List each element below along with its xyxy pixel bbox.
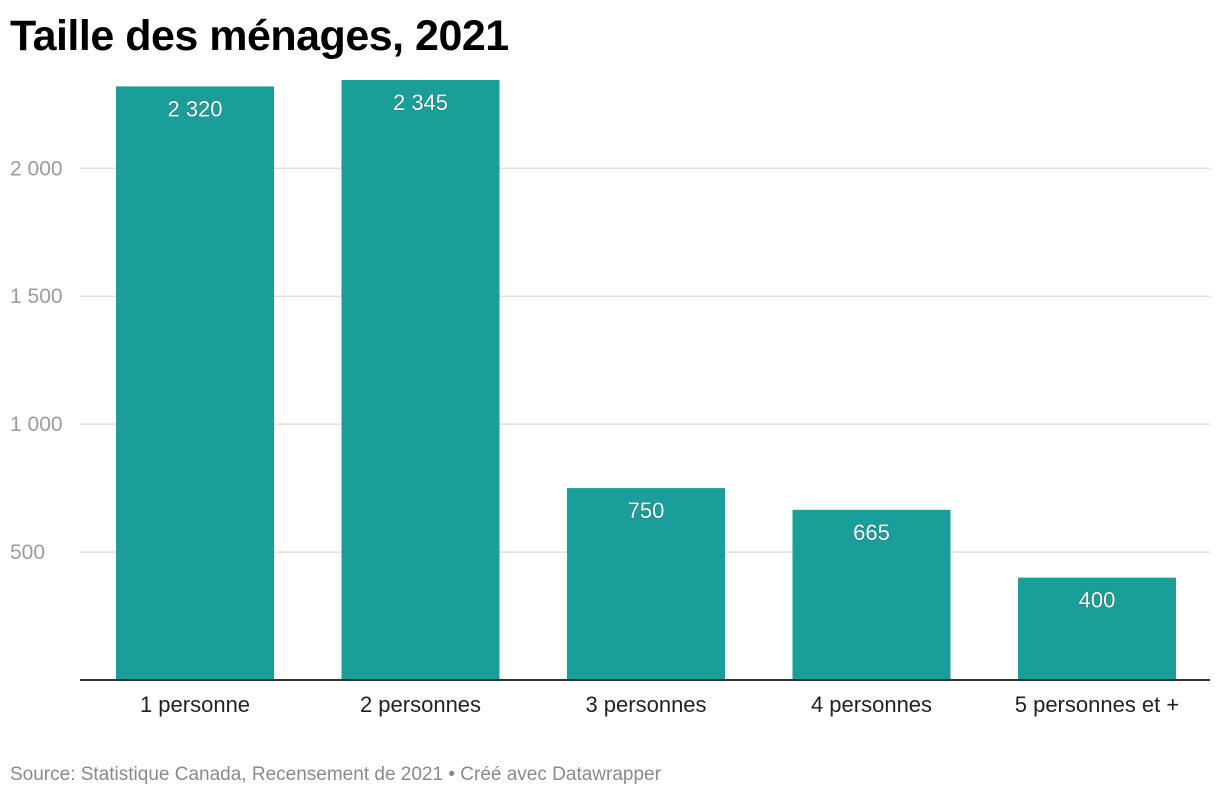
value-label-1: 2 320 — [167, 96, 222, 121]
category-label-2: 2 personnes — [360, 692, 481, 717]
y-tick-label-500: 500 — [10, 541, 45, 564]
category-label-1: 1 personne — [140, 692, 250, 717]
footer-separator: • — [443, 764, 461, 785]
value-label-2: 2 345 — [393, 90, 448, 115]
y-axis-ticks: 500 1 000 1 500 2 000 — [10, 157, 63, 564]
y-tick-label-1000: 1 000 — [10, 413, 63, 436]
category-label-3: 3 personnes — [585, 692, 706, 717]
value-label-4: 665 — [853, 520, 890, 545]
chart-footer: Source: Statistique Canada, Recensement … — [10, 764, 661, 786]
bar-2 — [341, 80, 500, 680]
bar-3 — [567, 488, 725, 680]
bar-1 — [116, 86, 274, 680]
y-tick-label-2000: 2 000 — [10, 157, 63, 180]
value-label-3: 750 — [628, 498, 665, 523]
category-label-4: 4 personnes — [811, 692, 932, 717]
chart-title: Taille des ménages, 2021 — [10, 12, 509, 60]
category-label-5: 5 personnes et + — [1015, 692, 1180, 717]
footer-source: Source: Statistique Canada, Recensement … — [10, 764, 444, 785]
footer-credit: Créé avec Datawrapper — [460, 764, 661, 785]
value-label-5: 400 — [1079, 588, 1116, 613]
bars: 2 320 2 345 750 665 400 — [116, 80, 1176, 680]
bar-5 — [1018, 577, 1176, 680]
x-axis-labels: 1 personne 2 personnes 3 personnes 4 person… — [140, 692, 1179, 717]
y-tick-label-1500: 1 500 — [10, 285, 63, 308]
bar-4 — [792, 509, 951, 680]
